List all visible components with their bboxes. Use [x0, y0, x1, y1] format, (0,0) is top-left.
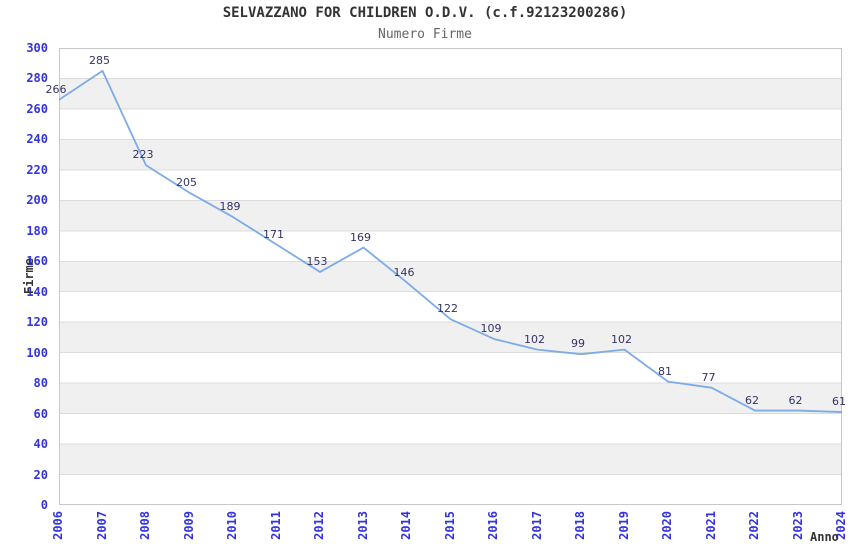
data-label: 81 — [658, 364, 672, 378]
plot-band — [59, 474, 842, 505]
plot-band — [59, 169, 842, 201]
plot-band — [59, 352, 842, 384]
x-tick-label: 2010 — [225, 511, 239, 540]
y-tick-label: 140 — [26, 284, 48, 299]
data-label: 102 — [524, 332, 545, 346]
x-tick-label: 2009 — [181, 511, 196, 540]
x-tick-label: 2022 — [747, 511, 761, 540]
x-tick-label: 2018 — [573, 511, 587, 540]
plot-band — [59, 48, 842, 79]
x-tick-label: 2023 — [790, 511, 805, 540]
line-chart-svg — [59, 48, 842, 505]
x-tick-label: 2012 — [312, 511, 326, 540]
data-label: 169 — [350, 230, 371, 244]
plot-band — [59, 444, 842, 475]
series-line — [59, 69, 842, 413]
x-tick-label: 2021 — [703, 511, 718, 540]
y-tick-label: 240 — [26, 132, 48, 147]
x-tick-label: 2008 — [138, 511, 152, 540]
y-tick-label: 220 — [26, 162, 48, 177]
data-label: 122 — [437, 302, 458, 316]
data-label: 99 — [571, 337, 585, 351]
x-tick-label: 2011 — [268, 511, 283, 540]
data-label: 266 — [45, 82, 67, 96]
y-axis-title: Firme — [22, 258, 36, 295]
x-axis-title: Anno — [810, 530, 839, 544]
data-label: 285 — [89, 53, 110, 67]
plot-band — [59, 291, 842, 323]
data-label: 109 — [480, 321, 502, 335]
y-tick-label: 20 — [33, 467, 48, 482]
data-label: 102 — [611, 332, 632, 346]
data-label: 77 — [701, 370, 716, 384]
x-tick-label: 2016 — [486, 511, 500, 540]
plot-area — [59, 48, 842, 505]
y-tick-label: 120 — [26, 315, 48, 330]
plot-band — [59, 322, 842, 353]
data-label: 146 — [393, 265, 415, 279]
data-label: 153 — [306, 254, 328, 268]
plot-border — [59, 48, 842, 505]
data-label: 223 — [132, 148, 154, 162]
y-tick-label: 200 — [26, 193, 48, 208]
y-tick-label: 300 — [26, 41, 48, 55]
y-tick-label: 280 — [26, 71, 48, 86]
y-tick-label: 60 — [33, 406, 48, 421]
plot-band — [59, 413, 842, 445]
data-label: 62 — [745, 393, 759, 407]
data-label: 61 — [832, 395, 846, 409]
x-tick-label: 2006 — [51, 511, 65, 540]
plot-band — [59, 200, 842, 231]
plot-band — [59, 230, 842, 262]
x-tick-label: 2020 — [660, 511, 674, 540]
y-tick-label: 40 — [33, 437, 48, 452]
data-label: 171 — [263, 227, 284, 241]
plot-band — [59, 383, 842, 414]
plot-band — [59, 139, 842, 170]
y-tick-label: 160 — [26, 254, 48, 269]
y-tick-label: 80 — [33, 376, 48, 391]
data-label: 189 — [219, 200, 241, 214]
chart-title: SELVAZZANO FOR CHILDREN O.D.V. (c.f.9212… — [222, 5, 628, 21]
chart-subtitle: Numero Firme — [378, 27, 472, 42]
x-tick-label: 2017 — [529, 511, 544, 540]
plot-band — [59, 108, 842, 140]
x-tick-label: 2013 — [355, 511, 370, 540]
plot-band — [59, 261, 842, 292]
data-label: 62 — [788, 393, 803, 407]
y-tick-label: 180 — [26, 223, 48, 238]
data-label: 205 — [176, 175, 197, 189]
x-tick-label: 2015 — [442, 511, 457, 540]
y-tick-label: 100 — [26, 345, 48, 360]
y-tick-label: 260 — [26, 101, 48, 116]
x-tick-label: 2019 — [616, 511, 631, 540]
y-tick-label: 0 — [40, 498, 48, 512]
x-tick-label: 2007 — [94, 511, 109, 540]
plot-band — [59, 78, 842, 109]
x-tick-label: 2014 — [399, 511, 413, 540]
